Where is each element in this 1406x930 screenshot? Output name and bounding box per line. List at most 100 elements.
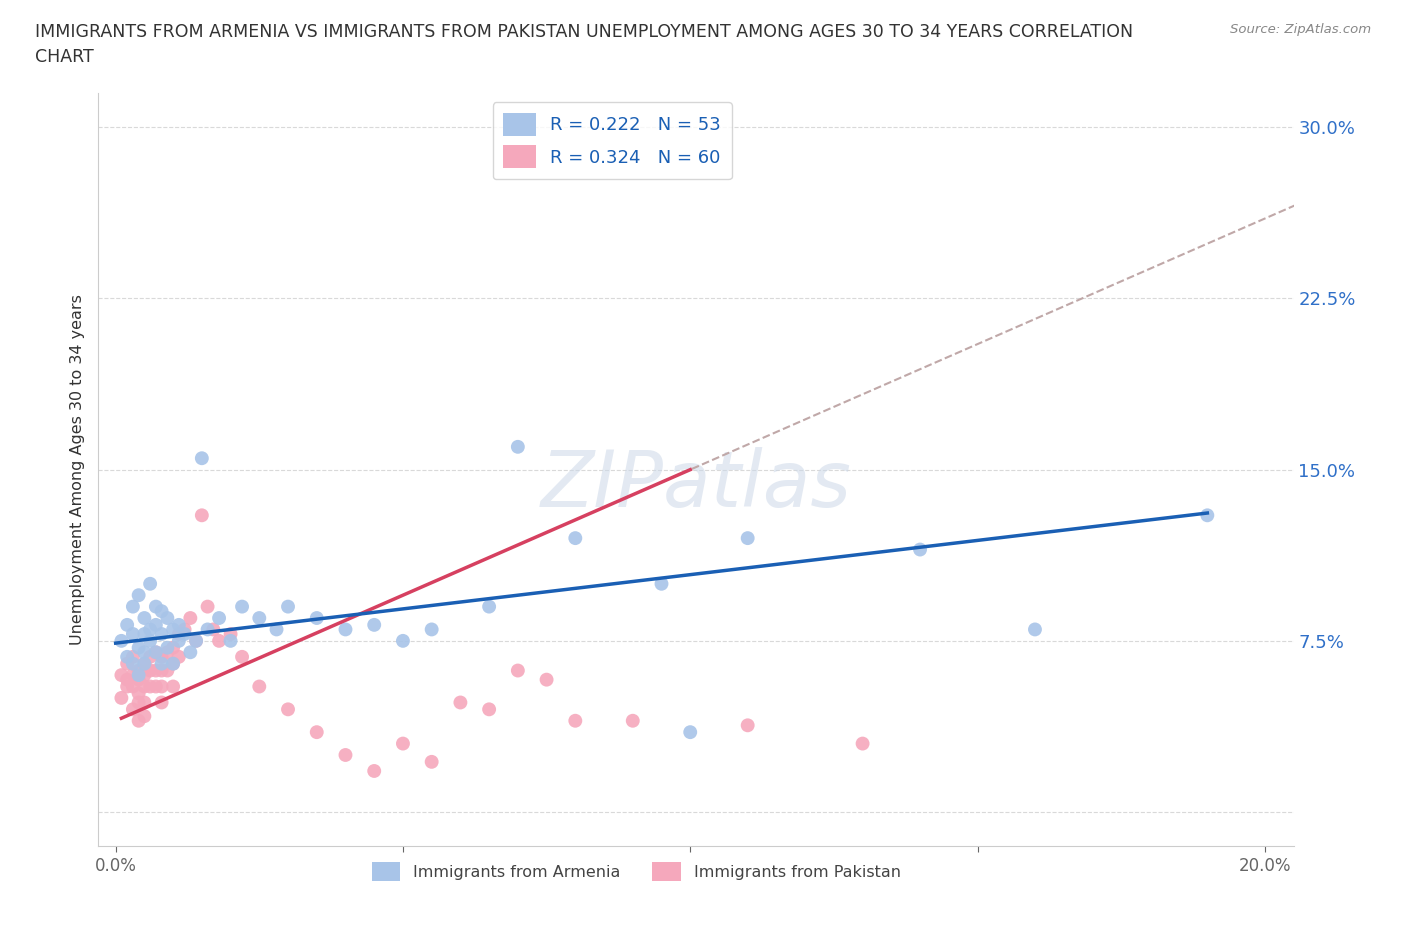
Point <box>150 679 173 694</box>
Point <box>134 709 156 724</box>
Point <box>128 686 150 701</box>
Point <box>110 633 132 648</box>
Point <box>1197 508 1219 523</box>
Point <box>122 649 145 664</box>
Point <box>197 599 219 614</box>
Point <box>277 702 299 717</box>
Point <box>506 439 529 454</box>
Point <box>335 622 357 637</box>
Point <box>145 663 167 678</box>
Point <box>363 618 385 632</box>
Point <box>197 622 219 637</box>
Point <box>191 451 214 466</box>
Point <box>219 633 242 648</box>
Y-axis label: Unemployment Among Ages 30 to 34 years: Unemployment Among Ages 30 to 34 years <box>69 294 84 645</box>
Point <box>145 644 167 659</box>
Point <box>231 599 253 614</box>
Point <box>208 633 231 648</box>
Point <box>128 668 150 683</box>
Point <box>184 633 207 648</box>
Point <box>167 649 190 664</box>
Point <box>128 588 150 603</box>
Point <box>156 644 179 659</box>
Point <box>277 599 299 614</box>
Point <box>150 657 173 671</box>
Point <box>139 679 162 694</box>
Point <box>478 702 501 717</box>
Point <box>231 649 253 664</box>
Point <box>506 663 529 678</box>
Point <box>150 649 173 664</box>
Point <box>128 672 150 687</box>
Point <box>139 577 162 591</box>
Point <box>173 627 195 642</box>
Point <box>128 713 150 728</box>
Point <box>156 640 179 655</box>
Point <box>110 668 132 683</box>
Point <box>115 679 138 694</box>
Point <box>134 644 156 659</box>
Point <box>139 633 162 648</box>
Point <box>139 649 162 664</box>
Point <box>167 627 190 642</box>
Point <box>335 748 357 763</box>
Point <box>392 633 415 648</box>
Point <box>156 611 179 626</box>
Point <box>392 737 415 751</box>
Point <box>202 622 225 637</box>
Point <box>115 618 138 632</box>
Point <box>122 657 145 671</box>
Point <box>219 627 242 642</box>
Point <box>150 627 173 642</box>
Point <box>420 754 443 769</box>
Point <box>150 695 173 710</box>
Point <box>184 633 207 648</box>
Point <box>156 663 179 678</box>
Text: Source: ZipAtlas.com: Source: ZipAtlas.com <box>1230 23 1371 36</box>
Point <box>110 690 132 705</box>
Point <box>162 679 184 694</box>
Point <box>536 672 558 687</box>
Point <box>1024 622 1046 637</box>
Point <box>449 695 471 710</box>
Point <box>179 644 201 659</box>
Point <box>128 663 150 678</box>
Point <box>679 724 702 739</box>
Point <box>305 611 328 626</box>
Point <box>128 640 150 655</box>
Point <box>128 695 150 710</box>
Text: IMMIGRANTS FROM ARMENIA VS IMMIGRANTS FROM PAKISTAN UNEMPLOYMENT AMONG AGES 30 T: IMMIGRANTS FROM ARMENIA VS IMMIGRANTS FR… <box>35 23 1133 41</box>
Point <box>122 668 145 683</box>
Point <box>115 649 138 664</box>
Text: ZIPatlas: ZIPatlas <box>540 446 852 523</box>
Point <box>908 542 931 557</box>
Point <box>134 627 156 642</box>
Point <box>122 702 145 717</box>
Point <box>247 679 270 694</box>
Point <box>134 657 156 671</box>
Point <box>134 679 156 694</box>
Point <box>191 508 214 523</box>
Point <box>167 633 190 648</box>
Point <box>247 611 270 626</box>
Point <box>145 618 167 632</box>
Point <box>115 672 138 687</box>
Point <box>173 622 195 637</box>
Point <box>134 611 156 626</box>
Point <box>363 764 385 778</box>
Point <box>167 618 190 632</box>
Point <box>621 713 644 728</box>
Point <box>122 627 145 642</box>
Point <box>139 622 162 637</box>
Point <box>162 622 184 637</box>
Point <box>478 599 501 614</box>
Point <box>737 531 759 546</box>
Point <box>134 695 156 710</box>
Point <box>145 679 167 694</box>
Point <box>134 668 156 683</box>
Point <box>420 622 443 637</box>
Point <box>134 657 156 671</box>
Point <box>162 640 184 655</box>
Point <box>150 604 173 618</box>
Point <box>122 599 145 614</box>
